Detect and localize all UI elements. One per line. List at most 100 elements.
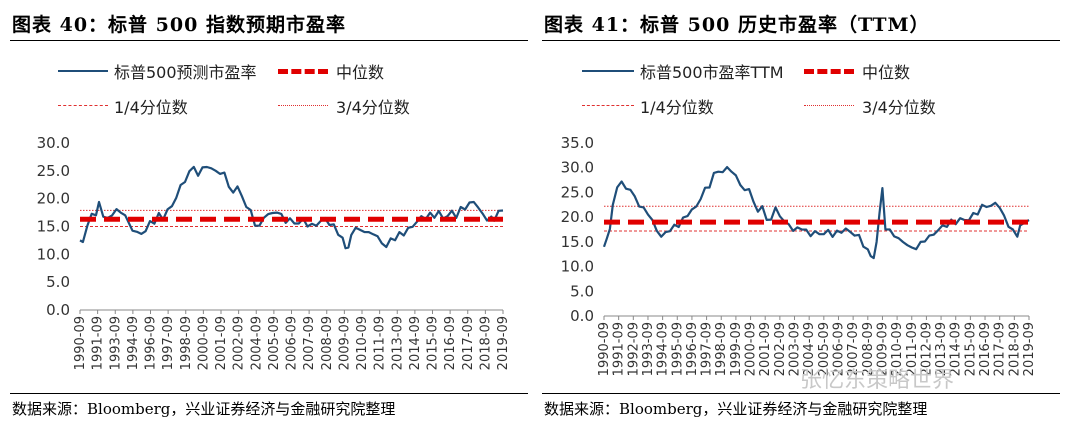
legend-label-series: 标普500预测市盈率 [114, 63, 257, 82]
x-tick-label: 2009-09 [337, 316, 352, 370]
x-tick-label: 2013-09 [934, 322, 949, 376]
series-line [602, 166, 1030, 260]
x-tick-label: 2018-09 [478, 316, 493, 370]
chart-panel-pe-forward: 图表 40：标普 500 指数预期市盈率 标普500预测市盈率 中位数 1/4分… [10, 0, 530, 431]
x-tick-label: 2008-09 [320, 316, 335, 370]
legend-label-median: 中位数 [862, 63, 911, 82]
legend-swatch-median [804, 69, 854, 74]
legend-label-q3: 3/4分位数 [862, 98, 936, 117]
x-tick-label: 1996-09 [685, 322, 700, 376]
legend-label-q3: 3/4分位数 [336, 98, 410, 117]
y-tick-label: 15.0 [37, 218, 70, 236]
series-line [79, 165, 504, 250]
x-tick-label: 2005-09 [817, 322, 832, 376]
x-tick-label: 2019-09 [496, 316, 511, 370]
y-tick-label: 20.0 [561, 208, 594, 226]
x-tick-label: 2008-09 [861, 322, 876, 376]
legend-swatch-q3 [804, 105, 854, 106]
chart-panel-pe-ttm: 图表 41：标普 500 历史市盈率（TTM） 标普500市盈率TTM 中位数 … [542, 0, 1062, 431]
y-tick-label: 10.0 [37, 245, 70, 263]
y-tick-label: 20.0 [37, 190, 70, 208]
y-tick-label: 10.0 [561, 258, 594, 276]
y-tick-label: 30.0 [561, 159, 594, 177]
x-tick-label: 2016-09 [443, 316, 458, 370]
title-rule [542, 40, 1060, 41]
chart-source: 数据来源：Bloomberg，兴业证券经济与金融研究院整理 [544, 400, 928, 418]
legend-swatch-median [278, 69, 328, 74]
x-tick-label: 2002-09 [232, 316, 247, 370]
x-tick-label: 2016-09 [978, 322, 993, 376]
x-tick-label: 2014-09 [408, 316, 423, 370]
x-tick-label: 2006-09 [831, 322, 846, 376]
x-tick-label: 1993-09 [108, 316, 123, 370]
x-tick-label: 2010-09 [890, 322, 905, 376]
legend-label-q1: 1/4分位数 [640, 98, 714, 117]
x-tick-label: 2007-09 [846, 322, 861, 376]
x-tick-label: 2001-09 [758, 322, 773, 376]
legend-swatch-q3 [278, 105, 328, 106]
legend-swatch-series [58, 70, 108, 72]
x-tick-label: 2000-09 [744, 322, 759, 376]
chart-source: 数据来源：Bloomberg，兴业证券经济与金融研究院整理 [12, 400, 396, 418]
watermark: 张忆东策略世界 [800, 368, 955, 393]
x-tick-label: 2003-09 [788, 322, 803, 376]
x-tick-label: 2010-09 [355, 316, 370, 370]
x-tick-label: 2015-09 [426, 316, 441, 370]
x-tick-label: 2006-09 [285, 316, 300, 370]
x-tick-label: 2007-09 [302, 316, 317, 370]
x-tick-label: 2012-09 [919, 322, 934, 376]
x-tick-label: 1990-09 [597, 322, 612, 376]
x-tick-label: 2014-09 [949, 322, 964, 376]
x-tick-label: 2004-09 [802, 322, 817, 376]
x-tick-label: 1998-09 [714, 322, 729, 376]
y-tick-label: 30.0 [37, 134, 70, 152]
y-tick-label: 0.0 [46, 301, 70, 319]
x-tick-label: 2002-09 [773, 322, 788, 376]
y-tick-label: 35.0 [561, 134, 594, 152]
y-tick-label: 25.0 [561, 183, 594, 201]
legend-swatch-series [582, 70, 634, 72]
y-tick-label: 5.0 [570, 282, 594, 300]
x-tick-label: 1995-09 [670, 322, 685, 376]
chart-title: 图表 41：标普 500 历史市盈率（TTM） [544, 14, 930, 36]
x-tick-label: 1994-09 [656, 322, 671, 376]
source-rule [542, 393, 1060, 394]
chart-plot-pe-forward: 0.0 5.0 10.0 15.0 20.0 25.0 30.0 1990-09 1991-09… [37, 134, 511, 370]
y-tick-label: 0.0 [570, 307, 594, 325]
x-tick-label: 1991-09 [612, 322, 627, 376]
x-tick-label: 1998-09 [179, 316, 194, 370]
title-rule [10, 40, 528, 41]
legend-swatch-q1 [582, 105, 634, 106]
x-tick-label: 2017-09 [993, 322, 1008, 376]
x-tick-label: 1993-09 [641, 322, 656, 376]
x-tick-label: 1999-09 [729, 322, 744, 376]
legend-label-series: 标普500市盈率TTM [640, 63, 784, 82]
source-rule [10, 393, 528, 394]
chart-title: 图表 40：标普 500 指数预期市盈率 [12, 14, 346, 36]
x-tick-label: 2019-09 [1022, 322, 1037, 376]
x-tick-label: 1992-09 [626, 322, 641, 376]
x-tick-label: 1997-09 [700, 322, 715, 376]
legend-swatch-q1 [58, 105, 108, 106]
x-tick-label: 1997-09 [161, 316, 176, 370]
legend-label-q1: 1/4分位数 [114, 98, 188, 117]
x-tick-label: 2000-09 [196, 316, 211, 370]
x-tick-label: 2001-09 [214, 316, 229, 370]
x-tick-label: 1991-09 [91, 316, 106, 370]
x-tick-label: 2004-09 [249, 316, 264, 370]
x-tick-label: 1996-09 [144, 316, 159, 370]
x-tick-label: 2009-09 [875, 322, 890, 376]
y-tick-label: 25.0 [37, 162, 70, 180]
y-tick-label: 15.0 [561, 233, 594, 251]
x-tick-label: 2011-09 [905, 322, 920, 376]
x-tick-label: 2015-09 [963, 322, 978, 376]
x-tick-label: 2018-09 [1007, 322, 1022, 376]
x-tick-label: 2013-09 [390, 316, 405, 370]
x-tick-label: 2011-09 [373, 316, 388, 370]
x-tick-label: 1990-09 [73, 316, 88, 370]
x-tick-label: 1994-09 [126, 316, 141, 370]
x-tick-label: 2017-09 [461, 316, 476, 370]
x-tick-label: 2005-09 [267, 316, 282, 370]
y-tick-label: 5.0 [46, 273, 70, 291]
